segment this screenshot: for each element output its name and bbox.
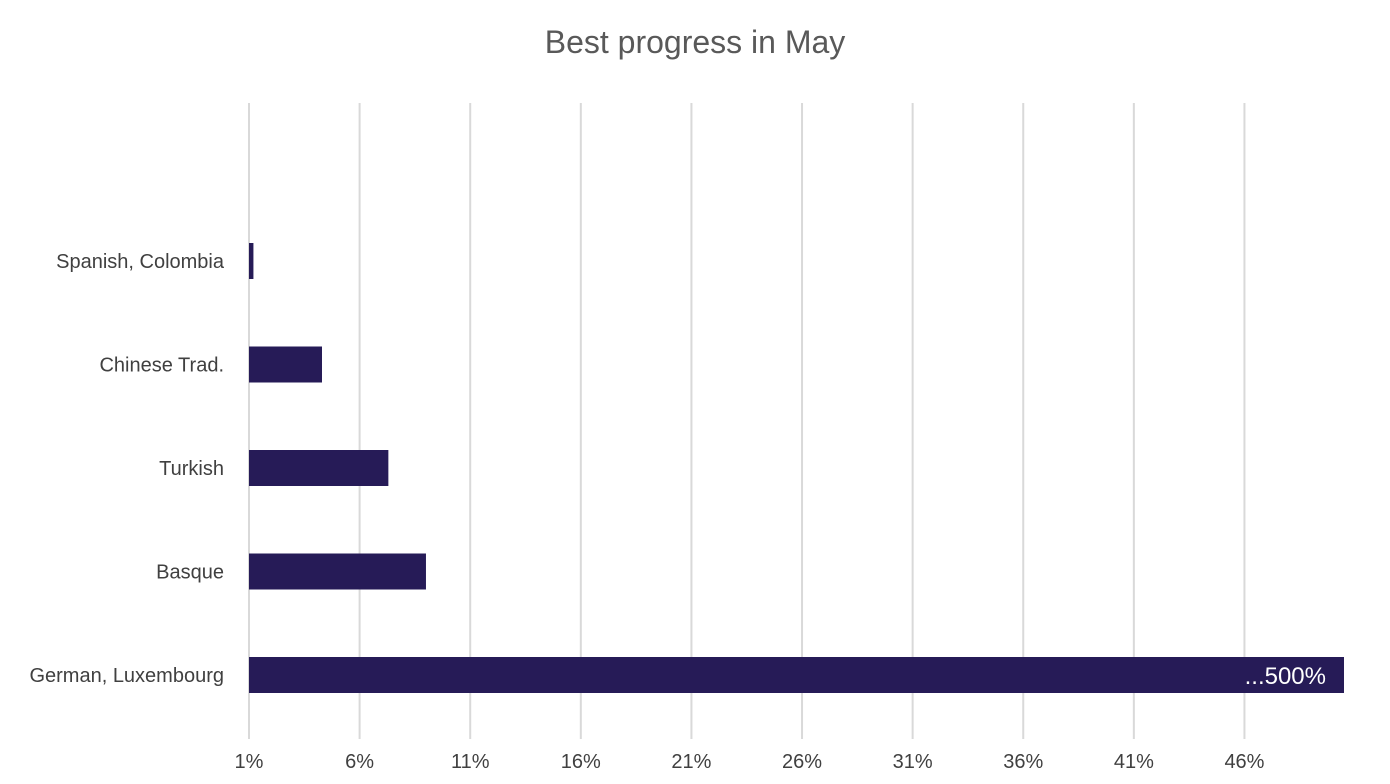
data-label: ...500%: [1245, 663, 1326, 690]
x-tick-label: 6%: [345, 751, 374, 773]
x-tick-label: 36%: [1003, 751, 1043, 773]
x-tick-label: 21%: [671, 751, 711, 773]
category-label: Turkish: [159, 458, 224, 480]
bar: [249, 450, 389, 486]
bar: [249, 243, 254, 279]
x-tick-label: 26%: [782, 751, 822, 773]
category-labels: Spanish, Colombia Chinese Trad. Turkish Bas…: [29, 251, 224, 687]
bar: [249, 657, 1344, 693]
category-label: German, Luxembourg: [29, 665, 224, 687]
category-label: Basque: [156, 562, 224, 584]
chart-title: Best progress in May: [544, 24, 846, 60]
data-labels: ...500%: [1245, 663, 1326, 690]
gridlines: [248, 103, 1246, 739]
category-label: Chinese Trad.: [99, 355, 224, 377]
x-tick-label: 41%: [1114, 751, 1154, 773]
category-label: Spanish, Colombia: [56, 251, 225, 273]
bar: [249, 553, 426, 590]
x-tick-label: 31%: [893, 751, 933, 773]
x-tick-label: 46%: [1224, 751, 1264, 773]
x-tick-label: 11%: [451, 751, 490, 773]
x-tick-label: 16%: [561, 751, 601, 773]
x-axis-tick-labels: 1% 6% 11% 16% 21% 26% 31% 36% 41% 46%: [235, 751, 1265, 773]
x-tick-label: 1%: [235, 751, 264, 773]
bar: [249, 346, 322, 383]
bars: [249, 243, 1344, 693]
